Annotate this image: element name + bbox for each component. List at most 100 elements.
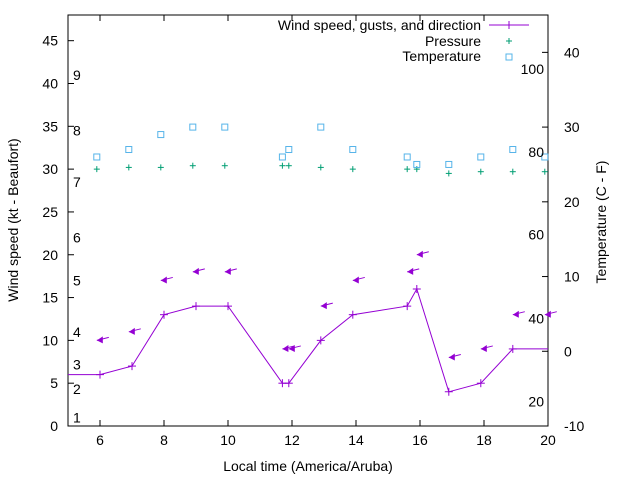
beaufort-label: 6 <box>73 230 81 246</box>
wind-speed-point <box>192 302 200 311</box>
pressure-point <box>125 164 132 171</box>
legend-marks <box>489 21 529 61</box>
y-tick-label: 0 <box>50 418 58 434</box>
gust-arrow <box>288 344 301 352</box>
y2-tick-label: 40 <box>564 44 580 60</box>
gust-arrow <box>512 310 525 318</box>
beaufort-label: 3 <box>73 356 81 372</box>
series-layer <box>68 123 557 396</box>
wind-speed-point <box>96 370 104 379</box>
y2-tick-label: 0 <box>564 343 572 359</box>
y-tick-label: 25 <box>42 204 58 220</box>
gust-arrow <box>128 327 141 335</box>
pressure-point <box>509 168 516 175</box>
gust-arrow <box>320 302 333 310</box>
axis-ticks: 6 8 10 12 14 16 18 20051015202530354045-1001020… <box>42 15 584 448</box>
wind-speed-point <box>476 379 485 388</box>
temperature-point <box>317 123 325 131</box>
pressure-point <box>445 170 452 177</box>
pressure-point <box>93 166 100 173</box>
legend-marker-pressure <box>506 38 512 44</box>
beaufort-label: 2 <box>73 381 81 397</box>
x-tick-label: 16 <box>412 432 428 448</box>
gust-arrow <box>282 344 295 352</box>
gust-arrow <box>544 310 557 318</box>
gust-arrow <box>192 267 205 275</box>
beaufort-label: 7 <box>73 174 81 190</box>
legend-label-wind: Wind speed, gusts, and direction <box>278 17 481 33</box>
temperature-point <box>125 146 133 154</box>
temperature-point <box>445 160 453 168</box>
temperature-point <box>278 153 286 161</box>
temperature-point <box>413 160 421 168</box>
temperature-point <box>349 146 357 154</box>
pressure-point <box>477 168 484 175</box>
wind-speed-point <box>284 379 293 388</box>
pressure-point <box>285 162 292 169</box>
fahrenheit-label: 100 <box>521 61 545 77</box>
pressure-point <box>157 164 164 171</box>
y-tick-label: 15 <box>42 290 58 306</box>
legend-marker-temperature <box>505 53 513 61</box>
y-tick-label: 35 <box>42 118 58 134</box>
fahrenheit-label: 20 <box>528 393 544 409</box>
legend: Wind speed, gusts, and direction Pressur… <box>278 17 529 64</box>
y-tick-label: 45 <box>42 33 58 49</box>
x-tick-label: 20 <box>540 432 556 448</box>
temperature-point <box>509 146 517 154</box>
temperature-point <box>93 153 101 161</box>
gust-arrow <box>96 336 109 344</box>
beaufort-label: 8 <box>73 123 81 139</box>
y-tick-label: 40 <box>42 76 58 92</box>
pressure-point <box>317 164 324 171</box>
temperature-point <box>541 153 549 161</box>
pressure-point <box>189 162 196 169</box>
plot-border <box>67 14 549 427</box>
temperature-point <box>403 153 411 161</box>
pressure-point <box>404 166 411 173</box>
fahrenheit-label: 80 <box>528 144 544 160</box>
wind-speed-point <box>348 310 357 319</box>
y2-axis-label: Temperature (C - F) <box>593 161 609 284</box>
gust-arrow <box>480 344 493 352</box>
beaufort-label: 5 <box>73 272 81 288</box>
wind-speed-line <box>68 287 548 393</box>
legend-label-pressure: Pressure <box>425 33 481 49</box>
wind-speed-point <box>403 302 412 311</box>
y2-tick-label: 30 <box>564 119 580 135</box>
x-tick-label: 10 <box>220 432 236 448</box>
x-tick-label: 8 <box>160 432 168 448</box>
legend-label-temperature: Temperature <box>402 48 481 64</box>
wind-speed-point <box>508 344 517 353</box>
x-tick-label: 12 <box>284 432 300 448</box>
x-tick-label: 18 <box>476 432 492 448</box>
wind-speed-point <box>412 285 421 293</box>
y-tick-label: 5 <box>50 375 58 391</box>
wind-speed-point <box>224 302 232 311</box>
temperature-point <box>189 123 197 131</box>
gust-arrow <box>352 276 365 284</box>
beaufort-label: 4 <box>73 324 81 340</box>
y2-tick-label: 10 <box>564 269 580 285</box>
x-tick-label: 6 <box>96 432 104 448</box>
fahrenheit-label: 40 <box>528 310 544 326</box>
pressure-point <box>541 168 548 175</box>
y-axis-label: Wind speed (kt - Beaufort) <box>5 138 21 301</box>
gust-arrow <box>160 276 173 284</box>
fahrenheit-label: 60 <box>528 227 544 243</box>
gust-arrow <box>416 250 429 258</box>
pressure-point <box>221 162 228 169</box>
legend-marker-wind <box>505 21 513 29</box>
plot-frame <box>67 14 549 427</box>
gust-arrow <box>224 267 237 275</box>
temperature-point <box>221 123 229 131</box>
wind-speed-point <box>160 310 168 319</box>
y-tick-label: 20 <box>42 247 58 263</box>
pressure-point <box>349 166 356 173</box>
x-axis-label: Local time (America/Aruba) <box>223 458 393 474</box>
y2-tick-label: -10 <box>564 418 584 434</box>
beaufort-label: 9 <box>73 67 81 83</box>
temperature-point <box>157 131 165 139</box>
beaufort-label: 1 <box>73 409 81 425</box>
